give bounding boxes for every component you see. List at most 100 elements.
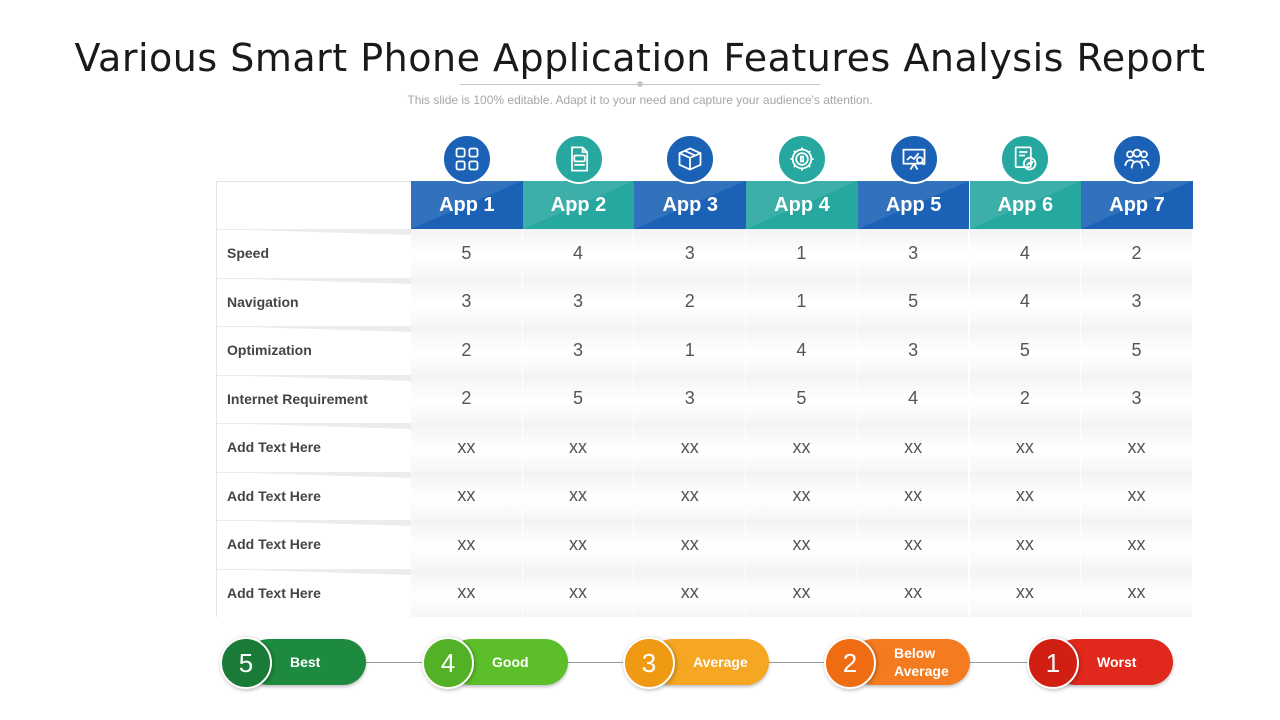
table-cell: 5 bbox=[746, 374, 858, 423]
row-label: Add Text Here bbox=[216, 423, 412, 472]
table-cell: xx bbox=[411, 568, 523, 617]
table-cell: xx bbox=[522, 471, 635, 520]
table-cell: 3 bbox=[1081, 374, 1193, 423]
table-cell: 5 bbox=[411, 229, 523, 278]
row-label: Navigation bbox=[216, 277, 412, 326]
title-divider-dot bbox=[637, 81, 643, 87]
row-label-text: Add Text Here bbox=[227, 584, 321, 601]
legend-number: 3 bbox=[623, 637, 675, 689]
table-cell: 2 bbox=[411, 374, 523, 423]
table-cell: xx bbox=[634, 520, 747, 569]
table-row: Add Text Here xx xx xx xx xx xx xx bbox=[216, 568, 1193, 617]
legend-number: 2 bbox=[824, 637, 876, 689]
app-header-2: App 2 bbox=[522, 181, 635, 229]
app-header-label: App 4 bbox=[774, 193, 830, 216]
row-label-text: Add Text Here bbox=[227, 536, 321, 553]
table-cell: 4 bbox=[969, 277, 1082, 326]
table-cell: xx bbox=[857, 423, 970, 472]
app-header-1: App 1 bbox=[411, 181, 523, 229]
table-cell: 5 bbox=[522, 374, 635, 423]
table-cell: xx bbox=[411, 471, 523, 520]
row-label-text: Speed bbox=[227, 245, 270, 262]
table-cell: xx bbox=[746, 520, 858, 569]
app-header-label: App 5 bbox=[885, 193, 942, 216]
table-cell: 3 bbox=[634, 229, 747, 278]
table-cell: 2 bbox=[634, 277, 747, 326]
table-cell: 3 bbox=[411, 277, 523, 326]
table-cell: 2 bbox=[411, 326, 523, 375]
app-header-label: App 3 bbox=[662, 193, 719, 216]
row-label: Add Text Here bbox=[216, 568, 412, 617]
app-file-icon bbox=[553, 134, 604, 184]
table-cell: 1 bbox=[746, 277, 858, 326]
app-header-6: App 6 bbox=[969, 181, 1082, 229]
settings-gear-icon bbox=[776, 134, 827, 184]
table-cell: xx bbox=[857, 568, 970, 617]
table-cell: 3 bbox=[522, 277, 635, 326]
table-cell: 1 bbox=[746, 229, 858, 278]
row-label-text: Navigation bbox=[227, 293, 299, 310]
app-header-label: App 2 bbox=[550, 193, 607, 216]
row-label: Speed bbox=[216, 229, 412, 278]
box-icon bbox=[665, 134, 716, 184]
table-cell: xx bbox=[1081, 568, 1193, 617]
row-label-text: Add Text Here bbox=[227, 487, 321, 504]
table-row: Add Text Here xx xx xx xx xx xx xx bbox=[216, 520, 1193, 569]
row-label-text: Add Text Here bbox=[227, 439, 321, 456]
table-cell: xx bbox=[746, 568, 858, 617]
table-cell: xx bbox=[969, 423, 1082, 472]
table-cell: 1 bbox=[634, 326, 747, 375]
row-label: Optimization bbox=[216, 326, 412, 375]
table-row: Internet Requirement 2 5 3 5 4 2 3 bbox=[216, 374, 1193, 423]
table-cell: 4 bbox=[969, 229, 1082, 278]
app-header-4: App 4 bbox=[746, 181, 858, 229]
table-cell: 5 bbox=[857, 277, 970, 326]
presentation-board-icon bbox=[888, 134, 939, 184]
app-header-label: App 6 bbox=[997, 193, 1054, 216]
table-cell: xx bbox=[969, 568, 1082, 617]
table-cell: xx bbox=[634, 471, 747, 520]
table-cell: xx bbox=[746, 471, 858, 520]
table-cell: xx bbox=[522, 568, 635, 617]
table-cell: 4 bbox=[857, 374, 970, 423]
legend-number: 4 bbox=[422, 637, 474, 689]
table-cell: 5 bbox=[969, 326, 1082, 375]
row-label: Internet Requirement bbox=[216, 374, 412, 423]
table-cell: 3 bbox=[1081, 277, 1193, 326]
row-label: Add Text Here bbox=[216, 520, 412, 569]
table-cell: xx bbox=[969, 471, 1082, 520]
table-cell: xx bbox=[1081, 471, 1193, 520]
table-cell: 2 bbox=[969, 374, 1082, 423]
table-corner-cell bbox=[216, 181, 411, 229]
table-cell: xx bbox=[969, 520, 1082, 569]
table-cell: xx bbox=[522, 423, 635, 472]
table-cell: xx bbox=[746, 423, 858, 472]
grid-icon bbox=[441, 134, 492, 184]
table-cell: xx bbox=[1081, 423, 1193, 472]
table-row: Add Text Here xx xx xx xx xx xx xx bbox=[216, 471, 1193, 520]
row-label-text: Internet Requirement bbox=[227, 390, 368, 407]
table-cell: 3 bbox=[857, 326, 970, 375]
app-header-label: App 1 bbox=[439, 193, 495, 216]
row-label-text: Optimization bbox=[227, 342, 312, 359]
table-cell: xx bbox=[857, 471, 970, 520]
table-cell: xx bbox=[522, 520, 635, 569]
table-cell: xx bbox=[411, 520, 523, 569]
table-cell: xx bbox=[857, 520, 970, 569]
app-header-3: App 3 bbox=[634, 181, 747, 229]
table-row: Speed 5 4 3 1 3 4 2 bbox=[216, 229, 1193, 278]
app-header-5: App 5 bbox=[857, 181, 970, 229]
table-row: Navigation 3 3 2 1 5 4 3 bbox=[216, 277, 1193, 326]
table-cell: 5 bbox=[1081, 326, 1193, 375]
table-cell: xx bbox=[634, 423, 747, 472]
table-cell: 3 bbox=[634, 374, 747, 423]
app-header-7: App 7 bbox=[1081, 181, 1193, 229]
table-cell: 3 bbox=[522, 326, 635, 375]
table-cell: xx bbox=[1081, 520, 1193, 569]
row-label: Add Text Here bbox=[216, 471, 412, 520]
app-header-label: App 7 bbox=[1109, 193, 1165, 216]
page-title: Various Smart Phone Application Features… bbox=[74, 36, 1206, 80]
report-chart-icon bbox=[1000, 134, 1051, 184]
table-cell: 4 bbox=[522, 229, 635, 278]
table-cell: xx bbox=[411, 423, 523, 472]
